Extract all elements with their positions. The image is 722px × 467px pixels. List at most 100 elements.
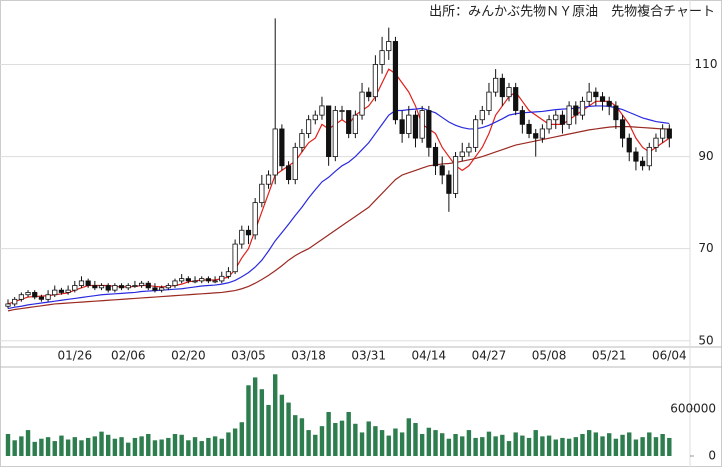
candle-body xyxy=(493,77,499,93)
volume-bar xyxy=(500,434,505,456)
volume-bar xyxy=(339,420,345,456)
candle-body xyxy=(559,114,566,125)
candle-body xyxy=(553,114,559,121)
volume-bar xyxy=(25,430,31,456)
volume-bar xyxy=(399,432,405,456)
candle-body xyxy=(412,114,419,139)
candle-body xyxy=(305,119,312,134)
candle-body xyxy=(653,137,659,148)
volume-bar xyxy=(633,439,639,456)
volume-bar xyxy=(546,435,552,456)
y-tick-label: 0 xyxy=(708,449,716,463)
candle-body xyxy=(32,292,38,298)
chart-title: 出所：みんかぶ先物ＮＹ原油 先物複合チャート xyxy=(429,4,715,20)
volume-bar xyxy=(533,430,538,456)
candle-body xyxy=(92,285,98,289)
candle-body xyxy=(326,105,332,157)
candle-body xyxy=(58,289,65,293)
volume-bar xyxy=(627,432,632,456)
candle-body xyxy=(539,128,546,139)
volume-bar xyxy=(379,430,385,456)
candle-body xyxy=(513,87,519,111)
candle-body xyxy=(526,123,532,134)
candle-body xyxy=(78,280,85,286)
candle-body xyxy=(132,285,138,287)
volume-bar xyxy=(126,442,131,456)
volume-bar xyxy=(72,437,77,456)
volume-bar xyxy=(59,435,64,456)
volume-bar xyxy=(293,415,298,456)
candle-body xyxy=(419,110,425,139)
candle-body xyxy=(586,91,592,102)
volume-bar xyxy=(480,437,485,456)
candle-body xyxy=(666,128,672,139)
candle-body xyxy=(292,146,298,181)
candle-body xyxy=(399,119,405,134)
candle-body xyxy=(205,278,211,282)
candle-body xyxy=(379,50,385,65)
candle-body xyxy=(285,165,292,181)
volume-bar xyxy=(146,434,151,456)
volume-bar xyxy=(393,428,398,456)
candle-body xyxy=(185,278,191,282)
y-tick-label: 50 xyxy=(698,333,713,347)
volume-bar xyxy=(119,437,124,456)
moving-average-line xyxy=(7,126,670,312)
candle-body xyxy=(606,100,612,107)
volume-bar xyxy=(299,418,305,456)
volume-bar xyxy=(473,437,478,456)
candle-body xyxy=(192,280,198,283)
candle-body xyxy=(359,91,365,116)
candle-body xyxy=(640,160,646,167)
candle-body xyxy=(12,298,18,305)
volume-bar xyxy=(19,436,24,456)
volume-bar xyxy=(440,433,445,456)
volume-bar xyxy=(212,436,218,456)
volume-bar xyxy=(186,440,191,456)
volume-bar xyxy=(313,434,318,456)
x-tick-label: 02/06 xyxy=(111,349,146,363)
candle-body xyxy=(112,285,118,291)
candle-body xyxy=(299,133,305,148)
volume-bar xyxy=(453,434,458,456)
candle-body xyxy=(145,282,151,289)
volume-bar xyxy=(660,434,665,456)
candle-body xyxy=(118,285,125,289)
volume-bar xyxy=(39,438,44,456)
candle-body xyxy=(232,243,238,273)
candle-body xyxy=(566,105,572,125)
volume-bar xyxy=(353,423,358,456)
volume-bar xyxy=(446,438,452,456)
candle-body xyxy=(352,114,358,134)
volume-bar xyxy=(386,435,391,456)
volume-bar xyxy=(526,437,532,456)
candle-body xyxy=(546,119,552,130)
candle-body xyxy=(626,137,632,153)
x-tick-label: 01/26 xyxy=(58,349,93,363)
candle-body xyxy=(406,114,412,134)
candle-body xyxy=(459,151,465,157)
candle-body xyxy=(499,77,505,98)
volume-bar xyxy=(580,434,585,456)
volume-bar xyxy=(226,432,231,456)
volume-bar xyxy=(286,402,291,456)
volume-bar xyxy=(52,441,57,456)
volume-bar xyxy=(406,418,411,456)
candle-body xyxy=(98,285,105,289)
moving-average-line xyxy=(7,68,670,305)
volume-bar xyxy=(613,438,619,456)
candle-body xyxy=(279,128,285,167)
x-tick-label: 03/05 xyxy=(231,349,266,363)
candle-body xyxy=(105,285,111,291)
candle-body xyxy=(619,119,626,139)
volume-bar xyxy=(573,437,578,456)
volume-bar xyxy=(346,412,351,456)
x-tick-label: 05/08 xyxy=(532,349,567,363)
candle-body xyxy=(579,100,586,116)
candle-body xyxy=(446,174,452,194)
x-tick-label: 02/20 xyxy=(171,349,206,363)
volume-bar xyxy=(172,434,178,456)
volume-bar xyxy=(653,437,659,456)
